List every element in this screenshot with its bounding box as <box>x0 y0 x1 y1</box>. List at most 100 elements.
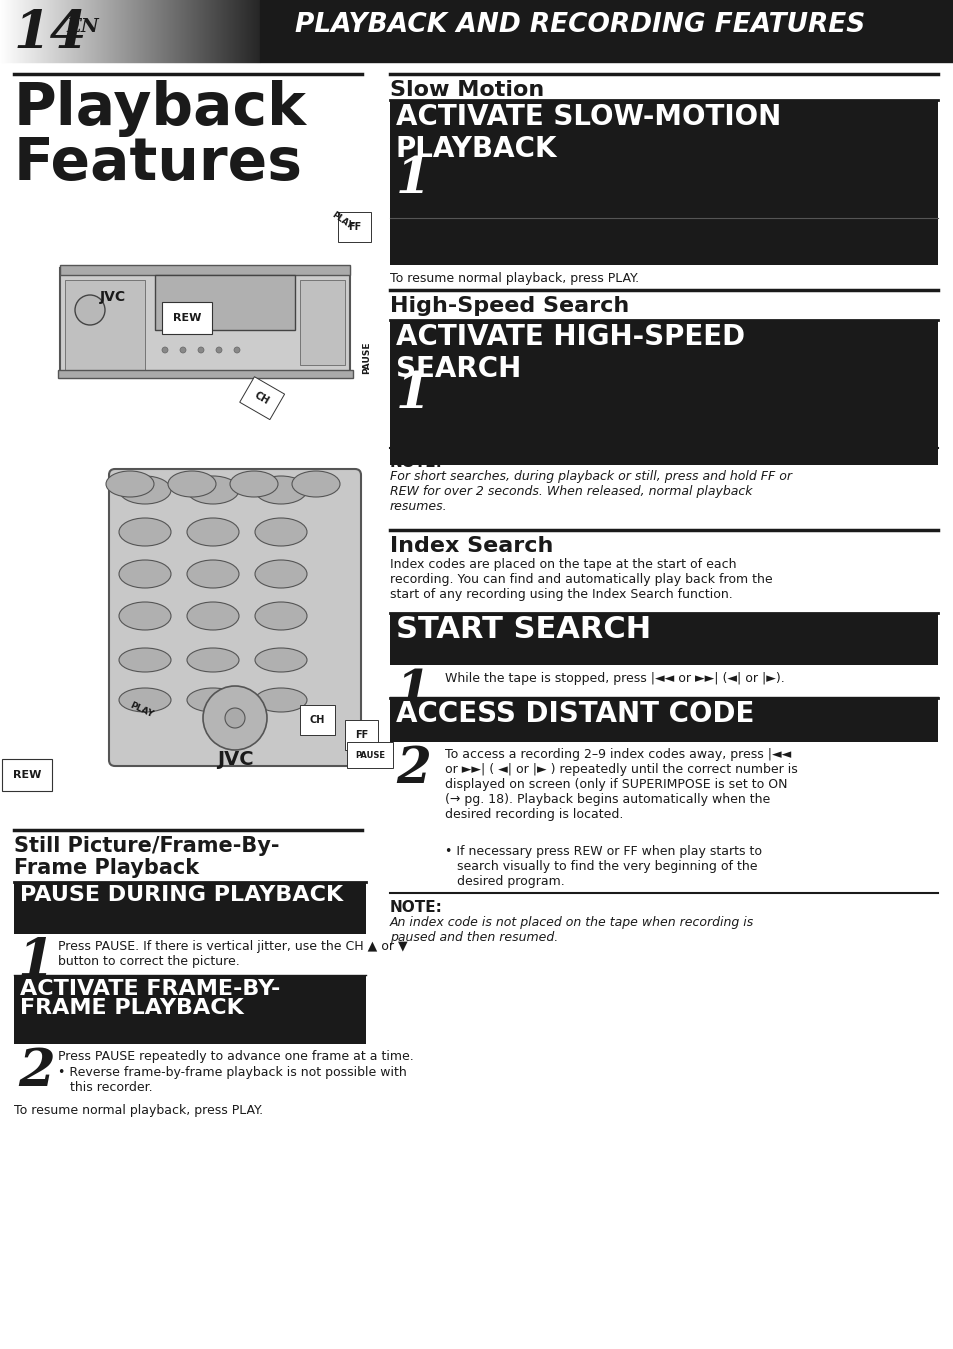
Bar <box>92 0 94 62</box>
Bar <box>115 0 116 62</box>
Bar <box>252 0 253 62</box>
Bar <box>228 0 229 62</box>
Bar <box>144 0 145 62</box>
Bar <box>3 0 4 62</box>
Bar <box>168 0 169 62</box>
Circle shape <box>225 708 245 728</box>
Bar <box>0 0 1 62</box>
Bar <box>120 0 121 62</box>
Bar <box>13 0 14 62</box>
Bar <box>260 0 953 62</box>
Bar <box>108 0 109 62</box>
Bar <box>221 0 222 62</box>
Bar <box>78 0 79 62</box>
Bar <box>119 0 120 62</box>
Bar <box>184 0 185 62</box>
Bar <box>123 0 124 62</box>
Bar <box>21 0 22 62</box>
Bar <box>136 0 137 62</box>
Bar <box>68 0 69 62</box>
Bar <box>86 0 87 62</box>
Bar <box>82 0 83 62</box>
Bar <box>232 0 233 62</box>
Bar <box>62 0 63 62</box>
Bar <box>249 0 250 62</box>
Text: For forward slow motion during still picture, press and
hold PAUSE for more than: For forward slow motion during still pic… <box>444 158 782 201</box>
Bar <box>133 0 135 62</box>
Bar <box>88 0 89 62</box>
Text: REW: REW <box>172 313 201 322</box>
Bar <box>58 370 353 378</box>
Bar <box>30 0 32 62</box>
Bar <box>75 0 76 62</box>
Bar <box>56 0 57 62</box>
Bar <box>255 0 256 62</box>
Text: An index code is not placed on the tape when recording is
paused and then resume: An index code is not placed on the tape … <box>390 916 754 944</box>
Bar <box>160 0 161 62</box>
Bar <box>248 0 249 62</box>
Bar <box>390 697 937 742</box>
Text: Slow Motion: Slow Motion <box>390 80 543 100</box>
Bar <box>234 0 235 62</box>
Text: 1: 1 <box>395 370 431 420</box>
Bar <box>60 264 350 275</box>
Bar <box>194 0 195 62</box>
Bar <box>141 0 142 62</box>
Bar <box>211 0 212 62</box>
Bar <box>207 0 208 62</box>
Bar <box>118 0 119 62</box>
Text: To access a recording 2–9 index codes away, press |◄◄
or ►►| ( ◄| or |► ) repeat: To access a recording 2–9 index codes aw… <box>444 747 797 822</box>
Bar <box>172 0 173 62</box>
Bar <box>95 0 96 62</box>
Bar <box>145 0 146 62</box>
Ellipse shape <box>119 560 171 588</box>
Bar <box>180 0 181 62</box>
Bar <box>169 0 170 62</box>
Text: ACTIVATE HIGH-SPEED
SEARCH: ACTIVATE HIGH-SPEED SEARCH <box>395 322 744 383</box>
Bar <box>236 0 237 62</box>
Bar <box>143 0 144 62</box>
Bar <box>50 0 51 62</box>
Bar <box>199 0 200 62</box>
Bar <box>60 0 61 62</box>
Bar <box>67 0 68 62</box>
Bar <box>57 0 58 62</box>
Text: CH: CH <box>310 715 325 724</box>
Bar <box>53 0 54 62</box>
Bar <box>121 0 122 62</box>
Text: Still Picture/Frame-By-
Frame Playback: Still Picture/Frame-By- Frame Playback <box>14 836 279 878</box>
Bar <box>96 0 97 62</box>
Bar <box>208 0 209 62</box>
Bar <box>226 0 227 62</box>
Bar <box>51 0 52 62</box>
Bar <box>164 0 165 62</box>
Ellipse shape <box>292 471 339 496</box>
Ellipse shape <box>187 602 239 630</box>
Bar <box>36 0 37 62</box>
Ellipse shape <box>187 560 239 588</box>
Bar <box>230 0 231 62</box>
Bar <box>116 0 117 62</box>
Bar <box>216 0 218 62</box>
Bar <box>191 0 192 62</box>
Bar <box>149 0 150 62</box>
Bar <box>178 0 179 62</box>
Bar <box>9 0 10 62</box>
Bar <box>12 0 13 62</box>
Bar <box>55 0 56 62</box>
Bar <box>192 0 193 62</box>
Text: FF: FF <box>348 223 361 232</box>
Bar <box>250 0 251 62</box>
Bar <box>237 0 239 62</box>
Bar <box>247 0 248 62</box>
Ellipse shape <box>119 518 171 546</box>
Bar <box>162 0 163 62</box>
Bar <box>22 0 23 62</box>
Ellipse shape <box>254 560 307 588</box>
Bar <box>173 0 174 62</box>
Bar <box>235 0 236 62</box>
Circle shape <box>203 687 267 750</box>
Bar <box>154 275 294 331</box>
Bar <box>242 0 243 62</box>
Bar <box>390 100 937 264</box>
